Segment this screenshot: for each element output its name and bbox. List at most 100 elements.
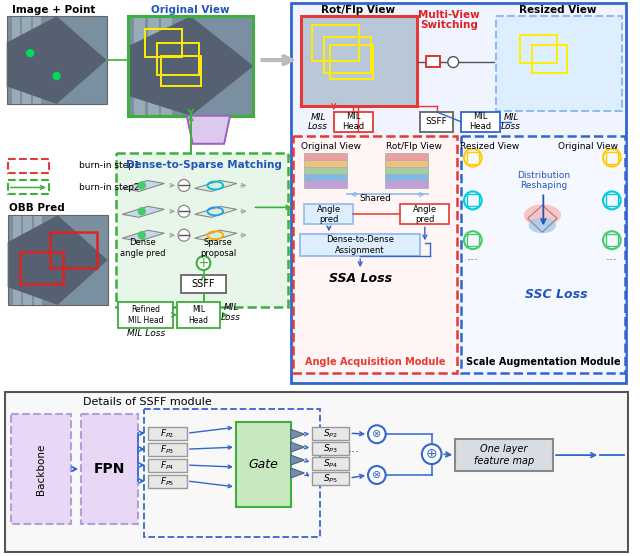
Polygon shape [303, 17, 416, 105]
Ellipse shape [529, 217, 556, 233]
Bar [401, 205, 449, 224]
Circle shape [138, 232, 145, 239]
Bar [312, 457, 349, 470]
Bar [128, 16, 253, 116]
Polygon shape [291, 468, 305, 478]
Circle shape [27, 49, 34, 57]
Polygon shape [195, 206, 237, 217]
Circle shape [368, 425, 386, 443]
Bar [426, 56, 440, 67]
Bar [8, 215, 108, 305]
Text: $S_{P4}$: $S_{P4}$ [323, 458, 339, 470]
Bar [303, 17, 416, 105]
Polygon shape [195, 181, 237, 191]
Text: Distribution: Distribution [516, 171, 570, 180]
Circle shape [138, 208, 145, 215]
Bar [4, 393, 628, 552]
Text: $F_{P5}$: $F_{P5}$ [160, 475, 175, 488]
Bar [33, 16, 42, 104]
Bar [305, 173, 348, 181]
Text: Angle
pred: Angle pred [413, 205, 437, 224]
Text: MIL: MIL [310, 113, 326, 122]
Bar [305, 167, 348, 175]
Polygon shape [122, 181, 164, 191]
Text: $S_{P5}$: $S_{P5}$ [323, 472, 339, 485]
Text: $F_{P3}$: $F_{P3}$ [160, 443, 175, 456]
Bar [8, 215, 108, 305]
Bar [128, 16, 253, 116]
Bar [305, 181, 348, 188]
Text: FPN: FPN [94, 462, 125, 476]
Text: Loss: Loss [221, 313, 241, 322]
Bar [305, 205, 353, 224]
Polygon shape [122, 206, 164, 217]
Bar [332, 17, 342, 105]
Bar [504, 18, 515, 108]
Text: ⊗: ⊗ [372, 429, 381, 439]
Text: MIL
Head: MIL Head [189, 305, 209, 325]
Bar [461, 136, 625, 373]
Bar [22, 16, 31, 104]
Bar [520, 35, 557, 63]
Bar [420, 112, 453, 132]
Text: $S_{P2}$: $S_{P2}$ [323, 428, 339, 440]
Text: SSFF: SSFF [426, 117, 447, 126]
Text: MIL: MIL [503, 113, 518, 122]
Bar [116, 153, 288, 307]
Text: ···: ··· [606, 254, 618, 266]
Bar [20, 252, 63, 284]
Text: Dense
angle pred: Dense angle pred [120, 239, 166, 258]
Text: Shared: Shared [359, 194, 391, 203]
Bar [497, 16, 621, 111]
Bar [301, 16, 417, 106]
Polygon shape [291, 429, 305, 439]
Bar [292, 136, 457, 373]
Bar [148, 459, 187, 472]
Text: Reshaping: Reshaping [520, 181, 567, 190]
Circle shape [422, 444, 442, 464]
Text: ···: ··· [467, 254, 479, 266]
Bar [334, 112, 373, 132]
Bar [291, 3, 625, 384]
Bar [236, 422, 291, 507]
Bar [312, 427, 349, 440]
Bar [148, 427, 187, 440]
Circle shape [178, 205, 190, 217]
Text: Resized View: Resized View [460, 142, 519, 151]
Bar [181, 275, 226, 293]
Text: Original View: Original View [301, 142, 361, 151]
Bar [606, 195, 618, 206]
Bar [12, 16, 20, 104]
Text: Rot/Flp View: Rot/Flp View [386, 142, 442, 151]
Text: MIL
Head: MIL Head [342, 112, 364, 131]
Text: Resized View: Resized View [519, 6, 596, 16]
Bar [455, 439, 553, 471]
Bar [312, 25, 359, 61]
Bar [312, 442, 349, 455]
Bar [517, 18, 528, 108]
Bar [499, 18, 620, 108]
Polygon shape [195, 230, 237, 241]
Bar [324, 37, 371, 73]
Circle shape [368, 466, 386, 484]
Bar [312, 472, 349, 485]
Text: SSFF: SSFF [192, 279, 215, 289]
Bar [467, 152, 479, 163]
Circle shape [196, 256, 211, 270]
Polygon shape [6, 16, 107, 104]
Text: Backbone: Backbone [36, 443, 46, 495]
Bar [385, 153, 428, 161]
Bar [385, 160, 428, 167]
Text: Multi-View: Multi-View [419, 11, 480, 21]
Bar [530, 18, 540, 108]
Bar [23, 215, 32, 305]
Bar [81, 414, 138, 524]
Text: +: + [198, 256, 209, 270]
Text: SSC Loss: SSC Loss [525, 289, 588, 301]
Bar [303, 17, 416, 105]
Text: $F_{P4}$: $F_{P4}$ [160, 459, 175, 472]
Bar [606, 234, 618, 246]
Bar [499, 18, 620, 108]
Bar [144, 409, 320, 537]
Bar [134, 16, 145, 116]
